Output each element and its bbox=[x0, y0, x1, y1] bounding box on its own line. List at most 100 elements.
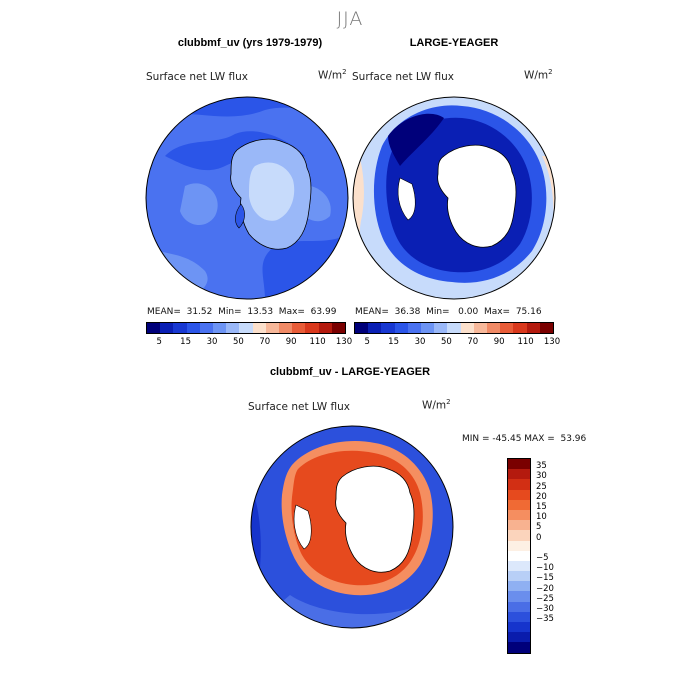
colorbar-tick-label: 90 bbox=[493, 337, 505, 347]
colorbar-swatch bbox=[226, 323, 240, 333]
colorbar-tick-label: 20 bbox=[536, 491, 547, 502]
colorbar-tick-label: −15 bbox=[536, 573, 554, 584]
colorbar-swatch bbox=[508, 469, 530, 480]
diff-colorbar bbox=[507, 458, 531, 654]
left-panel-units: W/m2 bbox=[318, 68, 347, 82]
diff-polar-map bbox=[250, 425, 454, 629]
left-polar-map bbox=[145, 96, 349, 300]
colorbar-swatch bbox=[331, 323, 346, 333]
right-panel-stats: MEAN= 36.38 Min= 0.00 Max= 75.16 bbox=[355, 307, 542, 317]
diff-panel-title: clubbmf_uv - LARGE-YEAGER bbox=[269, 366, 431, 378]
colorbar-swatch bbox=[508, 540, 530, 551]
colorbar-tick-label: 5 bbox=[156, 337, 162, 347]
colorbar-tick-label: 30 bbox=[414, 337, 426, 347]
right-panel-variable-label: Surface net LW flux bbox=[352, 71, 454, 83]
colorbar-swatch bbox=[508, 611, 530, 622]
left-panel-variable-label: Surface net LW flux bbox=[146, 71, 248, 83]
right-panel-units: W/m2 bbox=[524, 68, 553, 82]
colorbar-swatch bbox=[318, 323, 332, 333]
colorbar-swatch bbox=[368, 323, 382, 333]
colorbar-swatch bbox=[394, 323, 408, 333]
colorbar-tick-label: 5 bbox=[536, 522, 542, 533]
colorbar-swatch bbox=[239, 323, 253, 333]
colorbar-tick-label: 15 bbox=[180, 337, 192, 347]
right-antarctica-outline bbox=[437, 144, 517, 248]
left-colorbar bbox=[146, 322, 346, 334]
colorbar-swatch bbox=[213, 323, 227, 333]
colorbar-swatch bbox=[160, 323, 174, 333]
colorbar-swatch bbox=[508, 571, 530, 582]
colorbar-swatch bbox=[508, 550, 530, 561]
colorbar-swatch bbox=[508, 591, 530, 602]
diff-colorbar-ticks: 35 30 25 20 15 10 5 0 −5 −10 −15 −20 −25 −30 −35 bbox=[536, 458, 576, 652]
left-panel-title: clubbmf_uv (yrs 1979-1979) bbox=[177, 37, 323, 49]
colorbar-swatch bbox=[421, 323, 435, 333]
colorbar-swatch bbox=[434, 323, 448, 333]
colorbar-tick-label: 35 bbox=[536, 461, 547, 472]
colorbar-tick-label: 5 bbox=[364, 337, 370, 347]
colorbar-swatch bbox=[508, 581, 530, 592]
colorbar-swatch bbox=[487, 323, 501, 333]
colorbar-tick-label: −10 bbox=[536, 563, 554, 574]
colorbar-swatch bbox=[526, 323, 540, 333]
colorbar-swatch bbox=[252, 323, 266, 333]
colorbar-swatch bbox=[355, 323, 369, 333]
right-polar-map bbox=[352, 96, 556, 300]
colorbar-tick-label: −30 bbox=[536, 604, 554, 614]
colorbar-tick-label: 50 bbox=[232, 337, 244, 347]
colorbar-tick-label: −20 bbox=[536, 583, 554, 594]
colorbar-tick-label: 0 bbox=[536, 532, 542, 543]
colorbar-swatch bbox=[279, 323, 293, 333]
colorbar-swatch bbox=[508, 520, 530, 531]
colorbar-swatch bbox=[508, 489, 530, 500]
colorbar-swatch bbox=[508, 560, 530, 572]
colorbar-tick-label: 70 bbox=[467, 337, 479, 347]
right-panel-title: LARGE-YEAGER bbox=[409, 37, 499, 49]
colorbar-swatch bbox=[500, 323, 514, 333]
colorbar-tick-label: 50 bbox=[440, 337, 452, 347]
diff-panel-variable-label: Surface net LW flux bbox=[248, 401, 350, 413]
colorbar-swatch bbox=[508, 642, 530, 653]
colorbar-tick-label: 90 bbox=[285, 337, 297, 347]
colorbar-tick-label: 10 bbox=[536, 512, 547, 523]
right-colorbar-ticks: 5 15 30 50 70 90 110 130 bbox=[354, 337, 560, 349]
colorbar-swatch bbox=[473, 323, 488, 333]
colorbar-tick-label: −35 bbox=[536, 614, 554, 625]
colorbar-swatch bbox=[407, 323, 422, 333]
colorbar-swatch bbox=[508, 459, 530, 470]
colorbar-tick-label: 25 bbox=[536, 481, 547, 492]
colorbar-tick-label: 15 bbox=[536, 502, 547, 512]
diff-panel-units: W/m2 bbox=[422, 398, 451, 412]
colorbar-swatch bbox=[199, 323, 214, 333]
colorbar-swatch bbox=[508, 499, 530, 510]
colorbar-tick-label: 130 bbox=[335, 337, 353, 347]
colorbar-tick-label: 110 bbox=[517, 337, 534, 347]
colorbar-swatch bbox=[539, 323, 554, 333]
left-colorbar-ticks: 5 15 30 50 70 90 110 130 bbox=[146, 337, 352, 349]
colorbar-swatch bbox=[381, 323, 395, 333]
colorbar-swatch bbox=[508, 632, 530, 643]
colorbar-tick-label: 30 bbox=[206, 337, 218, 347]
colorbar-swatch bbox=[508, 601, 530, 612]
colorbar-swatch bbox=[292, 323, 306, 333]
colorbar-swatch bbox=[186, 323, 200, 333]
colorbar-swatch bbox=[508, 622, 530, 633]
colorbar-swatch bbox=[513, 323, 527, 333]
colorbar-tick-label: 70 bbox=[259, 337, 271, 347]
colorbar-swatch bbox=[508, 479, 530, 490]
left-panel-stats: MEAN= 31.52 Min= 13.53 Max= 63.99 bbox=[147, 307, 337, 317]
colorbar-swatch bbox=[265, 323, 280, 333]
colorbar-swatch bbox=[147, 323, 161, 333]
colorbar-tick-label: 15 bbox=[388, 337, 400, 347]
colorbar-swatch bbox=[173, 323, 187, 333]
colorbar-tick-label: 130 bbox=[543, 337, 561, 347]
colorbar-swatch bbox=[305, 323, 319, 333]
diff-antarctica-outline bbox=[335, 465, 415, 573]
season-title: JJA bbox=[336, 8, 364, 30]
diff-panel-stats: MIN = -45.45 MAX = 53.96 bbox=[462, 434, 587, 444]
colorbar-swatch bbox=[460, 323, 474, 333]
colorbar-tick-label: −25 bbox=[536, 593, 554, 604]
colorbar-swatch bbox=[508, 530, 530, 541]
colorbar-tick-label: 110 bbox=[309, 337, 326, 347]
colorbar-swatch bbox=[508, 509, 530, 521]
